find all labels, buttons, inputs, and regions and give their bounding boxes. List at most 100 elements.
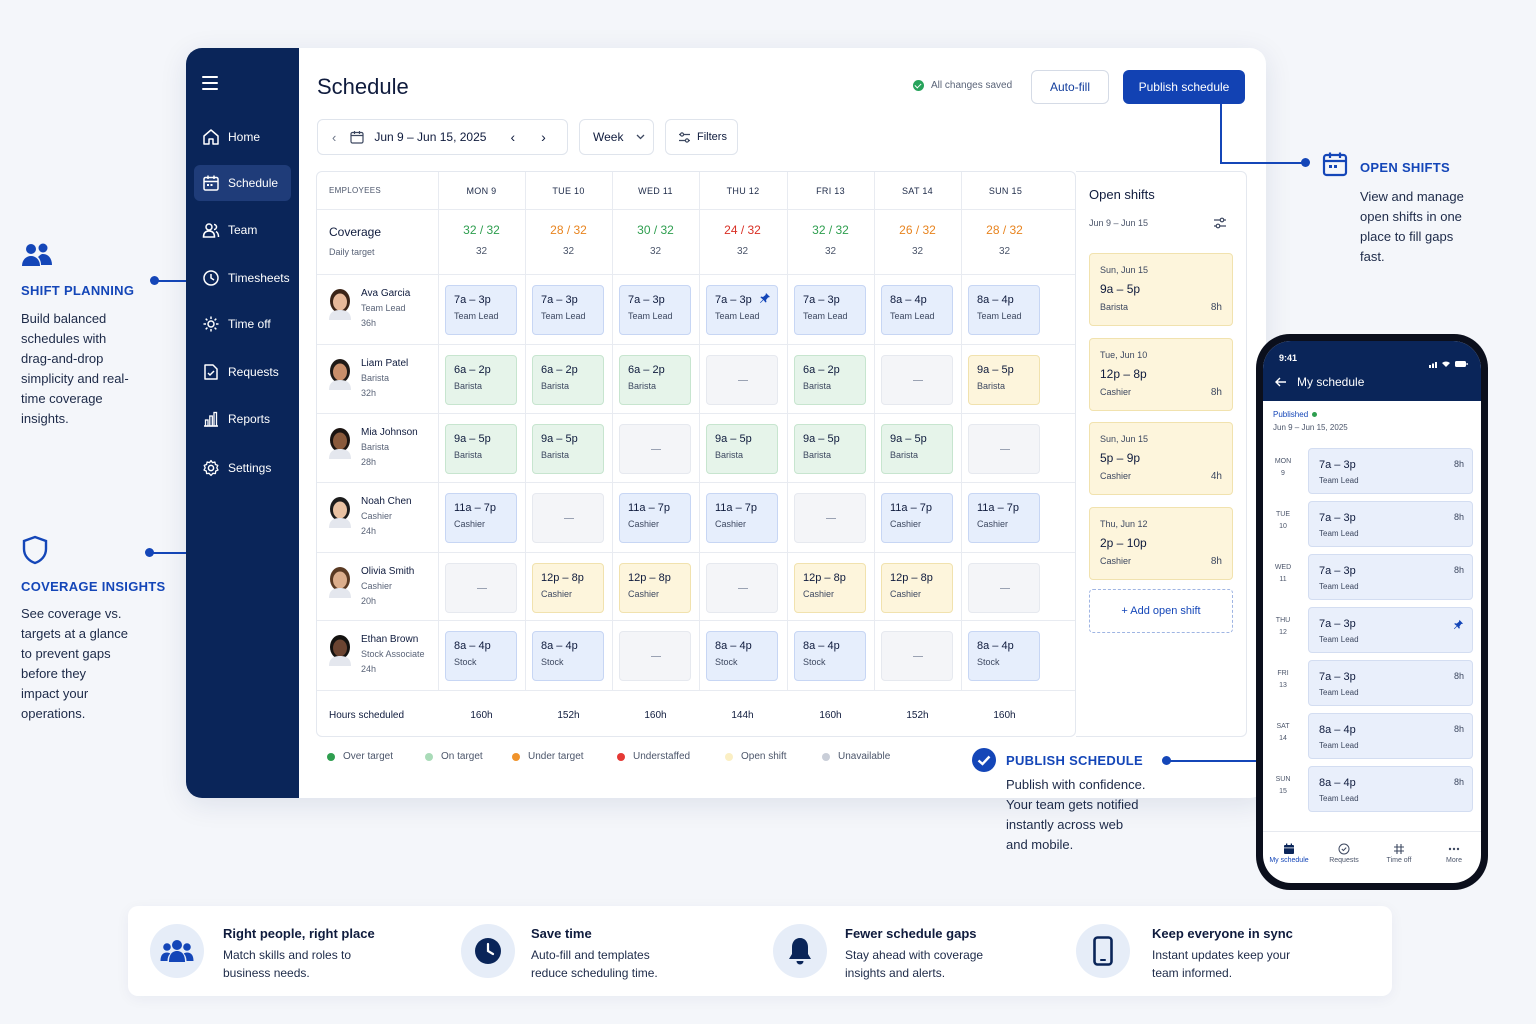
phone-shift-card[interactable]: 7a – 3p Team Lead 8h [1308, 660, 1473, 706]
phone-shift-row[interactable]: THU 12 7a – 3p Team Lead [1271, 607, 1473, 653]
scheduler-app-window: Home Schedule Team Timesheets Time off R… [186, 48, 1266, 798]
shift-card[interactable]: 6a – 2p Barista [532, 355, 604, 405]
tab-more[interactable]: More [1429, 843, 1479, 864]
coverage-target: 32 [649, 246, 662, 257]
calendar-icon [1284, 843, 1294, 854]
shift-time: 11a – 7p [715, 502, 758, 514]
more-icon [1448, 847, 1460, 851]
sidebar-item-timesheets[interactable]: Timesheets [194, 260, 291, 296]
phone-date-range: Jun 9 – Jun 15, 2025 [1273, 423, 1348, 432]
back-arrow-icon[interactable] [1275, 377, 1287, 387]
phone-shift-row[interactable]: WED 11 7a – 3p Team Lead 8h [1271, 554, 1473, 600]
shift-card[interactable]: 6a – 2p Barista [794, 355, 866, 405]
unassigned-cell[interactable] [968, 424, 1040, 474]
shift-card[interactable]: 8a – 4p Team Lead [881, 285, 953, 335]
schedule-grid: EMPLOYEES MON 9 TUE 10 WED 11 THU 12 FRI 13 S… [316, 171, 1076, 737]
shift-card[interactable]: 9a – 5p Barista [532, 424, 604, 474]
open-shift-card[interactable]: Tue, Jun 10 12p – 8p Cashier 8h [1089, 338, 1233, 411]
shift-card[interactable]: 12p – 8p Cashier [794, 563, 866, 613]
unassigned-cell[interactable] [881, 355, 953, 405]
phone-shift-card[interactable]: 7a – 3p Team Lead 8h [1308, 501, 1473, 547]
phone-shift-row[interactable]: TUE 10 7a – 3p Team Lead 8h [1271, 501, 1473, 547]
shift-card[interactable]: 7a – 3p Team Lead [706, 285, 778, 335]
shift-card[interactable]: 8a – 4p Stock [532, 631, 604, 681]
shift-planning-title: SHIFT PLANNING [21, 283, 135, 298]
shift-card[interactable]: 8a – 4p Stock [968, 631, 1040, 681]
shift-card[interactable]: 9a – 5p Barista [706, 424, 778, 474]
previous-week-icon[interactable]: ‹ [510, 129, 516, 145]
coverage-target: 32 [562, 246, 575, 257]
phone-shift-row[interactable]: SAT 14 8a – 4p Team Lead 8h [1271, 713, 1473, 759]
shift-card[interactable]: 11a – 7p Cashier [881, 493, 953, 543]
view-select[interactable]: Week [579, 119, 654, 155]
next-week-icon[interactable]: › [541, 129, 546, 145]
shift-card[interactable]: 12p – 8p Cashier [881, 563, 953, 613]
connector-line [1220, 104, 1222, 162]
shift-card[interactable]: 8a – 4p Team Lead [968, 285, 1040, 335]
shift-card[interactable]: 12p – 8p Cashier [532, 563, 604, 613]
phone-shift-card[interactable]: 7a – 3p Team Lead 8h [1308, 554, 1473, 600]
auto-fill-button[interactable]: Auto-fill [1031, 70, 1109, 104]
shift-card[interactable]: 6a – 2p Barista [445, 355, 517, 405]
shift-card[interactable]: 8a – 4p Stock [706, 631, 778, 681]
unassigned-cell[interactable] [706, 355, 778, 405]
shift-card[interactable]: 12p – 8p Cashier [619, 563, 691, 613]
shift-card[interactable]: 11a – 7p Cashier [968, 493, 1040, 543]
tab-requests[interactable]: Requests [1319, 843, 1369, 864]
sidebar-item-requests[interactable]: Requests [194, 354, 291, 390]
phone-shift-card[interactable]: 8a – 4p Team Lead 8h [1308, 766, 1473, 812]
unassigned-cell[interactable] [706, 563, 778, 613]
shift-card[interactable]: 11a – 7p Cashier [445, 493, 517, 543]
shift-card[interactable]: 9a – 5p Barista [968, 355, 1040, 405]
unassigned-cell[interactable] [619, 424, 691, 474]
shift-card[interactable]: 9a – 5p Barista [881, 424, 953, 474]
sidebar-item-schedule[interactable]: Schedule [194, 165, 291, 201]
pin-icon[interactable] [1453, 617, 1464, 635]
legend-dot [512, 752, 520, 761]
tab-my-schedule[interactable]: My schedule [1264, 843, 1314, 864]
shift-card[interactable]: 11a – 7p Cashier [619, 493, 691, 543]
unassigned-cell[interactable] [532, 493, 604, 543]
shift-card[interactable]: 7a – 3p Team Lead [445, 285, 517, 335]
add-open-shift-button[interactable]: + Add open shift [1089, 589, 1233, 633]
sidebar-item-settings[interactable]: Settings [194, 450, 291, 486]
filters-button[interactable]: Filters [665, 119, 738, 155]
unassigned-cell[interactable] [619, 631, 691, 681]
shift-card[interactable]: 9a – 5p Barista [445, 424, 517, 474]
chevron-left-icon[interactable]: ‹ [332, 129, 337, 145]
shift-card[interactable]: 7a – 3p Team Lead [532, 285, 604, 335]
phone-shift-card[interactable]: 7a – 3p Team Lead 8h [1308, 448, 1473, 494]
sidebar-item-time-off[interactable]: Time off [194, 306, 291, 342]
unassigned-cell[interactable] [794, 493, 866, 543]
unassigned-cell[interactable] [968, 563, 1040, 613]
open-shift-card[interactable]: Thu, Jun 12 2p – 10p Cashier 8h [1089, 507, 1233, 580]
phone-shift-card[interactable]: 7a – 3p Team Lead [1308, 607, 1473, 653]
open-shifts-feature-text: View and manage open shifts in one place t… [1360, 189, 1464, 264]
pin-icon[interactable] [759, 291, 771, 309]
filter-sliders-icon[interactable] [1213, 217, 1227, 229]
phone-shift-row[interactable]: SUN 15 8a – 4p Team Lead 8h [1271, 766, 1473, 812]
shift-card[interactable]: 6a – 2p Barista [619, 355, 691, 405]
open-shift-card[interactable]: Sun, Jun 15 5p – 9p Cashier 4h [1089, 422, 1233, 495]
shift-card[interactable]: 9a – 5p Barista [794, 424, 866, 474]
unassigned-cell[interactable] [445, 563, 517, 613]
shift-card[interactable]: 8a – 4p Stock [794, 631, 866, 681]
day-header: SAT 14 [902, 185, 933, 196]
tab-time-off[interactable]: Time off [1374, 843, 1424, 864]
phone-shift-row[interactable]: FRI 13 7a – 3p Team Lead 8h [1271, 660, 1473, 706]
shift-card[interactable]: 7a – 3p Team Lead [794, 285, 866, 335]
sidebar-item-team[interactable]: Team [194, 212, 291, 248]
open-shift-card[interactable]: Sun, Jun 15 9a – 5p Barista 8h [1089, 253, 1233, 326]
sidebar-item-reports[interactable]: Reports [194, 401, 291, 437]
sidebar-item-home[interactable]: Home [194, 119, 291, 155]
legend-label: Under target [528, 751, 584, 762]
shift-card[interactable]: 8a – 4p Stock [445, 631, 517, 681]
hamburger-menu-icon[interactable] [202, 76, 218, 90]
shift-card[interactable]: 7a – 3p Team Lead [619, 285, 691, 335]
publish-schedule-button[interactable]: Publish schedule [1123, 70, 1245, 104]
phone-shift-card[interactable]: 8a – 4p Team Lead 8h [1308, 713, 1473, 759]
open-shift-time: 2p – 10p [1100, 536, 1147, 550]
shift-card[interactable]: 11a – 7p Cashier [706, 493, 778, 543]
unassigned-cell[interactable] [881, 631, 953, 681]
phone-shift-row[interactable]: MON 9 7a – 3p Team Lead 8h [1271, 448, 1473, 494]
